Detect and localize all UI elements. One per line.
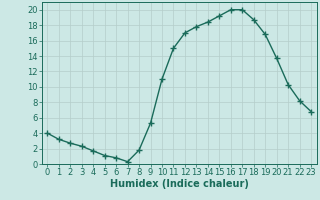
X-axis label: Humidex (Indice chaleur): Humidex (Indice chaleur) bbox=[110, 179, 249, 189]
